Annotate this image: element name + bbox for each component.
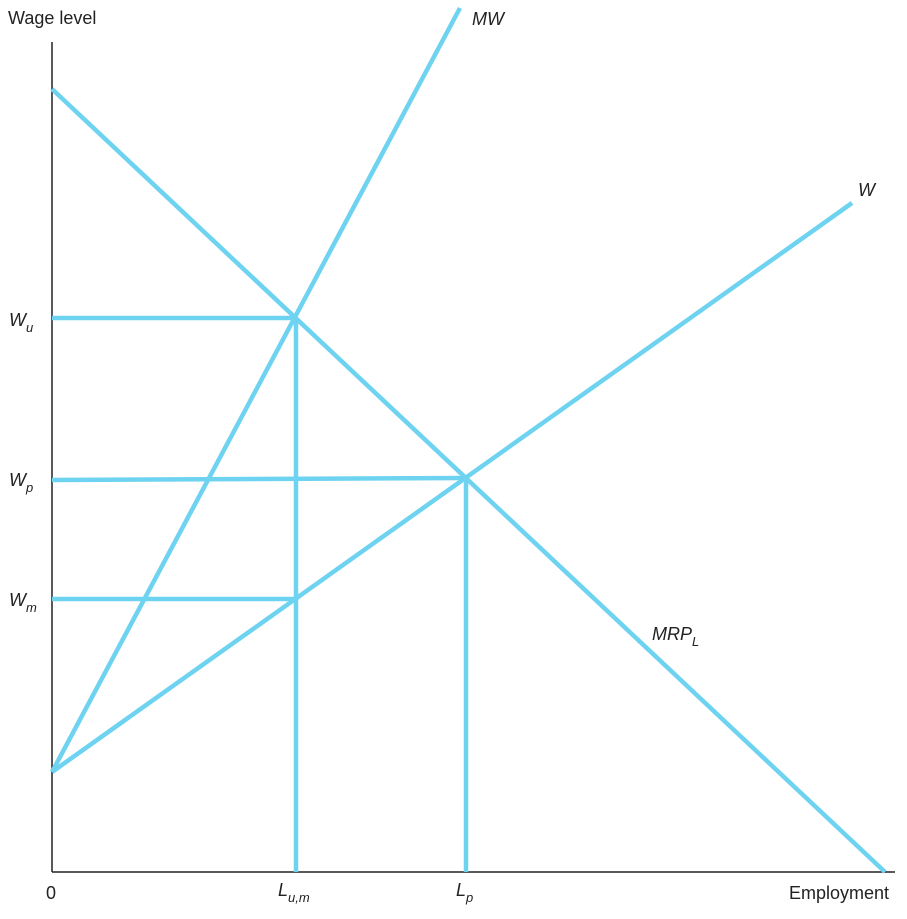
wp-main: W <box>9 470 28 490</box>
wu-subscript: u <box>26 320 33 335</box>
lum-subscript: u,m <box>288 890 310 905</box>
wm-label: Wm <box>9 590 37 615</box>
wu-label: Wu <box>9 310 33 335</box>
y-axis-label: Wage level <box>8 8 96 28</box>
lp-main: L <box>456 880 466 900</box>
lum-label: Lu,m <box>278 880 310 905</box>
w-curve-label: W <box>858 180 877 200</box>
mrp-subscript: L <box>692 634 699 649</box>
mrp-curve-label: MRPL <box>652 624 699 649</box>
origin-label: 0 <box>46 883 56 903</box>
lp-label: Lp <box>456 880 473 905</box>
wp-label: Wp <box>9 470 33 495</box>
w-supply-curve <box>50 201 854 774</box>
lum-main: L <box>278 880 288 900</box>
wp-guide-horizontal <box>51 475 468 483</box>
mw-curve <box>50 6 462 774</box>
wp-subscript: p <box>25 480 33 495</box>
x-axis-label: Employment <box>789 883 889 903</box>
mw-curve-label: MW <box>472 9 506 29</box>
mrp-demand-curve <box>50 87 887 874</box>
wu-main: W <box>9 310 28 330</box>
lp-subscript: p <box>465 890 473 905</box>
wm-main: W <box>9 590 28 610</box>
mrp-main: MRP <box>652 624 692 644</box>
wm-subscript: m <box>26 600 37 615</box>
